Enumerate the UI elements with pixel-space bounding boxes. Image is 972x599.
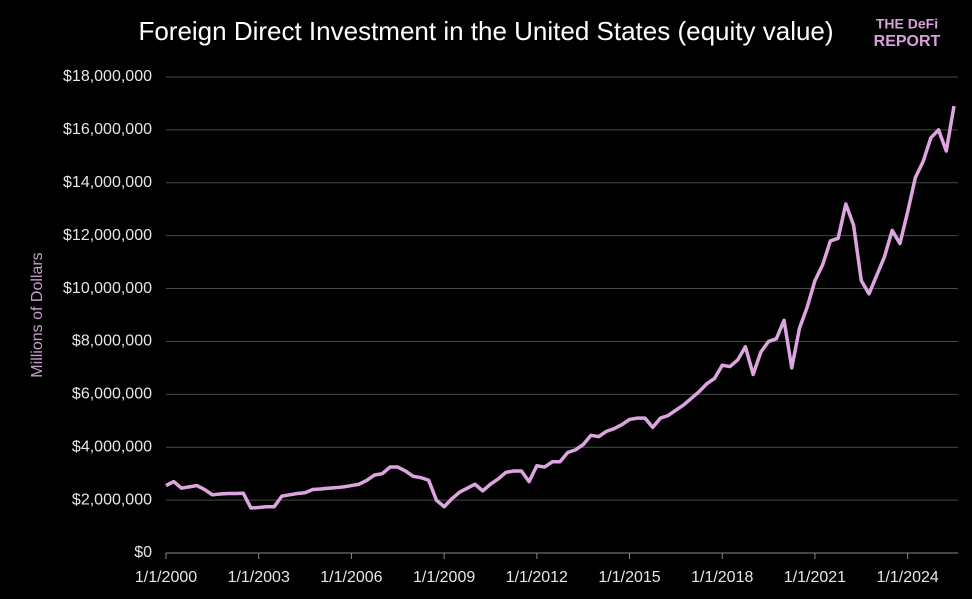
y-tick-label: $12,000,000 <box>63 227 152 244</box>
logo: REPORT <box>874 33 941 50</box>
x-tick-label: 1/1/2006 <box>320 569 382 586</box>
chart-title: Foreign Direct Investment in the United … <box>138 16 833 46</box>
x-tick-label: 1/1/2000 <box>135 569 197 586</box>
y-tick-label: $10,000,000 <box>63 280 152 297</box>
y-tick-label: $0 <box>134 544 152 561</box>
y-axis-label: Millions of Dollars <box>29 252 46 377</box>
x-tick-label: 1/1/2015 <box>598 569 660 586</box>
x-tick-label: 1/1/2024 <box>877 569 939 586</box>
y-tick-label: $18,000,000 <box>63 68 152 85</box>
x-tick-label: 1/1/2012 <box>506 569 568 586</box>
x-tick-label: 1/1/2018 <box>691 569 753 586</box>
y-tick-label: $14,000,000 <box>63 174 152 191</box>
y-tick-label: $6,000,000 <box>72 386 152 403</box>
logo: THE DeFi <box>876 16 938 32</box>
x-tick-label: 1/1/2021 <box>784 569 846 586</box>
data-line <box>165 105 956 510</box>
y-tick-label: $2,000,000 <box>72 491 152 508</box>
y-tick-label: $16,000,000 <box>63 121 152 138</box>
y-tick-label: $8,000,000 <box>72 333 152 350</box>
y-tick-label: $4,000,000 <box>72 438 152 455</box>
x-tick-label: 1/1/2009 <box>413 569 475 586</box>
x-tick-label: 1/1/2003 <box>228 569 290 586</box>
